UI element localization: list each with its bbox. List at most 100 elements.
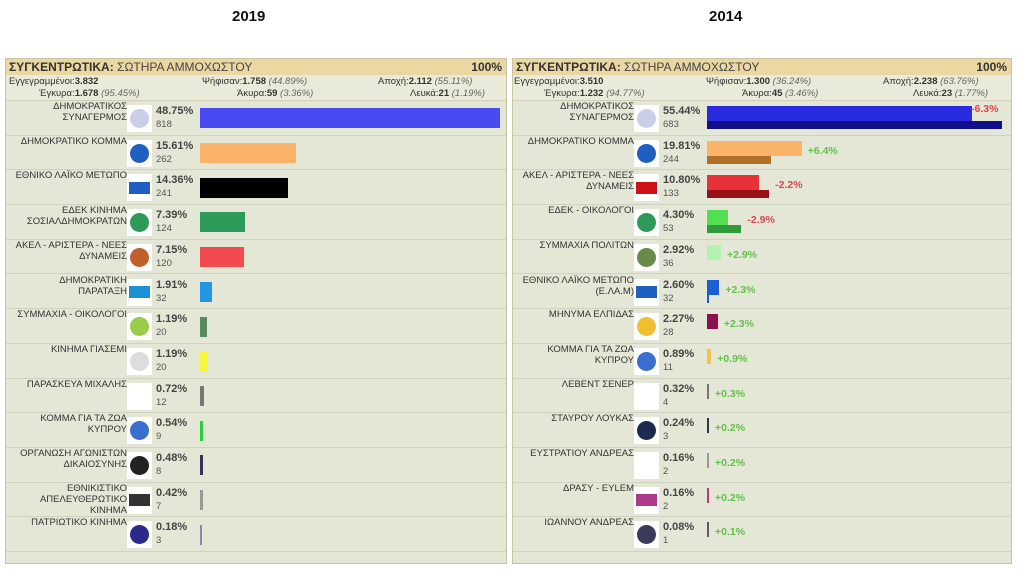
party-row: ΚΙΝΗΜΑ ΓΙΑΣΕΜΙ 1.19% 20 — [6, 344, 506, 379]
vote-change: +2.9% — [726, 248, 758, 261]
vote-percent: 1.19% — [156, 347, 188, 360]
party-row: ΕΘΝΙΚΟ ΛΑΪΚΟ ΜΕΤΩΠΟ 14.36% 241 — [6, 170, 506, 206]
party-row: ΣΥΜΜΑΧΙΑ - ΟΙΚΟΛΟΓΟΙ 1.19% 20 — [6, 309, 506, 344]
party-name: ΕΔΕΚ ΚΙΝΗΜΑ ΣΟΣΙΑΛΔΗΜΟΚΡΑΤΩΝ — [26, 205, 127, 228]
vote-bar — [200, 524, 202, 545]
party-row: ΕΔΕΚ ΚΙΝΗΜΑ ΣΟΣΙΑΛΔΗΜΟΚΡΑΤΩΝ 7.39% 124 — [6, 205, 506, 240]
vote-bar — [707, 140, 802, 156]
party-row: ΣΤΑΥΡΟΥ ΛΟΥΚΑΣ 0.24% 3 +0.2% — [513, 413, 1011, 448]
vote-percent: 4.30% — [663, 209, 695, 222]
party-name: ΕΘΝΙΚΟ ΛΑΪΚΟ ΜΕΤΩΠΟ — [15, 170, 127, 182]
percent-counted: 100% — [976, 60, 1007, 74]
party-logo-icon — [634, 209, 659, 237]
party-row: ΜΗΝΥΜΑ ΕΛΠΙΔΑΣ 2.27% 28 +2.3% — [513, 309, 1011, 344]
previous-vote-bar — [707, 155, 772, 164]
vote-bar — [200, 143, 297, 164]
voted-stat: Ψήφισαν:1.300 (36.24%) — [706, 76, 812, 87]
vote-count: 1 — [663, 535, 669, 547]
year-2019-title: 2019 — [232, 8, 266, 25]
vote-bar — [200, 177, 289, 198]
party-name: ΔΗΜΟΚΡΑΤΙΚΟ ΚΟΜΜΑ — [527, 135, 634, 147]
party-row: ΔΗΜΟΚΡΑΤΙΚΗ ΠΑΡΑΤΑΞΗ 1.91% 32 — [6, 275, 506, 310]
party-name: ΣΥΜΜΑΧΙΑ ΠΟΛΙΤΩΝ — [539, 239, 634, 251]
year-2014-title: 2014 — [709, 8, 743, 25]
vote-change: +0.2% — [715, 422, 746, 435]
party-logo-icon — [127, 417, 152, 445]
vote-count: 9 — [156, 431, 162, 443]
vote-change: +0.2% — [715, 491, 746, 504]
party-name: ΕΥΣΤΡΑΤΙΟΥ ΑΝΔΡΕΑΣ — [530, 448, 634, 459]
party-row: ΔΗΜΟΚΡΑΤΙΚΟ ΚΟΜΜΑ 15.61% 262 — [6, 136, 506, 171]
vote-count: 8 — [156, 466, 162, 477]
party-logo-icon — [127, 313, 152, 341]
vote-count: 241 — [156, 188, 172, 200]
vote-count: 20 — [156, 361, 167, 373]
vote-count: 36 — [663, 257, 674, 269]
vote-bar — [200, 490, 203, 511]
party-row: ΛΕΒΕΝΤ ΣΕΝΕΡ 0.32% 4 +0.3% — [513, 379, 1011, 414]
vote-bar — [707, 383, 709, 399]
party-logo-icon — [634, 313, 659, 341]
turnout-stats: Εγγεγραμμένοι:3.510 Ψήφισαν:1.300 (36.24… — [513, 75, 1011, 101]
vote-percent: 19.81% — [663, 139, 701, 152]
party-row: ΕΘΝΙΚΟ ΛΑΪΚΟ ΜΕΤΩΠΟ (Ε.ΛΑ.Μ) 2.60% 32 +2.3% — [513, 275, 1011, 310]
vote-percent: 0.54% — [156, 417, 188, 430]
vote-percent: 0.42% — [156, 486, 188, 499]
party-name: ΠΑΤΡΙΩΤΙΚΟ ΚΙΝΗΜΑ — [31, 517, 127, 529]
party-name: ΑΚΕΛ - ΑΡΙΣΤΕΡΑ - ΝΕΕΣ ΔΥΝΑΜΕΙΣ — [15, 239, 127, 262]
party-row: ΠΑΡΑΣΚΕΥΑ ΜΙΧΑΛΗΣ 0.72% 12 — [6, 379, 506, 414]
registered-stat: Εγγεγραμμένοι:3.510 — [514, 76, 604, 87]
vote-percent: 0.48% — [156, 452, 188, 464]
vote-percent: 15.61% — [156, 139, 194, 152]
party-logo-icon — [634, 278, 659, 306]
vote-bar — [200, 108, 500, 129]
area-name: ΣΩΤΗΡΑ ΑΜΜΟΧΩΣΤΟΥ — [624, 60, 760, 74]
party-name: ΣΤΑΥΡΟΥ ΛΟΥΚΑΣ — [551, 413, 634, 425]
blank-stat: Λευκά:21 (1.19%) — [410, 88, 486, 99]
vote-count: 818 — [156, 119, 172, 130]
vote-count: 7 — [156, 500, 162, 512]
vote-bar — [707, 522, 709, 538]
vote-bar — [200, 420, 204, 441]
vote-bar — [707, 279, 720, 295]
vote-percent: 2.60% — [663, 278, 695, 291]
vote-bar — [707, 487, 709, 503]
vote-percent: 0.24% — [663, 417, 695, 430]
party-row: ΙΩΑΝΝΟΥ ΑΝΔΡΕΑΣ 0.08% 1 +0.1% — [513, 517, 1011, 553]
vote-count: 2 — [663, 466, 669, 477]
party-logo-icon — [127, 278, 152, 306]
vote-percent: 0.89% — [663, 347, 695, 360]
party-row: ΔΗΜΟΚΡΑΤΙΚΟ ΚΟΜΜΑ 19.81% 244 +6.4% — [513, 136, 1011, 171]
party-logo-icon — [127, 139, 152, 167]
party-name: ΔΗΜΟΚΡΑΤΙΚΟ ΚΟΜΜΑ — [20, 135, 127, 147]
party-logo-icon — [127, 521, 152, 549]
vote-count: 124 — [156, 223, 172, 235]
vote-count: 53 — [663, 223, 674, 235]
vote-count: 32 — [156, 292, 167, 304]
party-logo-icon — [634, 521, 659, 549]
percent-counted: 100% — [471, 60, 502, 74]
results-panel-2014: ΣΥΓΚΕΝΤΡΩΤΙΚΑ: ΣΩΤΗΡΑ ΑΜΜΟΧΩΣΤΟΥ 100% Εγ… — [512, 58, 1012, 564]
vote-change: -6.3% — [971, 103, 999, 115]
vote-bar — [707, 418, 709, 434]
party-logo-icon — [127, 209, 152, 237]
party-name: ΕΔΕΚ - ΟΙΚΟΛΟΓΟΙ — [548, 205, 634, 217]
party-row: ΑΚΕΛ - ΑΡΙΣΤΕΡΑ - ΝΕΕΣ ΔΥΝΑΜΕΙΣ 10.80% 133… — [513, 170, 1011, 206]
party-name: ΚΟΜΜΑ ΓΙΑ ΤΑ ΖΩΑ ΚΥΠΡΟΥ — [547, 343, 634, 366]
party-name: ΙΩΑΝΝΟΥ ΑΝΔΡΕΑΣ — [544, 517, 634, 529]
vote-bar — [200, 281, 212, 302]
vote-bar — [707, 453, 709, 468]
vote-bar — [200, 455, 203, 476]
party-row: ΚΟΜΜΑ ΓΙΑ ΤΑ ΖΩΑ ΚΥΠΡΟΥ 0.54% 9 — [6, 413, 506, 448]
party-row: ΚΟΜΜΑ ΓΙΑ ΤΑ ΖΩΑ ΚΥΠΡΟΥ 0.89% 11 +0.9% — [513, 344, 1011, 379]
party-row: ΕΘΝΙΚΙΣΤΙΚΟ ΑΠΕΛΕΥΘΕΡΩΤΙΚΟ ΚΙΝΗΜΑ 0.42% 7 — [6, 483, 506, 518]
vote-percent: 0.08% — [663, 521, 695, 534]
vote-count: 133 — [663, 188, 679, 200]
vote-change: +0.2% — [715, 457, 746, 469]
vote-percent: 0.16% — [663, 452, 695, 464]
party-logo-icon — [634, 382, 659, 410]
vote-change: -2.2% — [775, 179, 803, 192]
vote-percent: 48.75% — [156, 105, 194, 117]
area-name: ΣΩΤΗΡΑ ΑΜΜΟΧΩΣΤΟΥ — [117, 60, 253, 74]
vote-bar — [200, 351, 208, 372]
